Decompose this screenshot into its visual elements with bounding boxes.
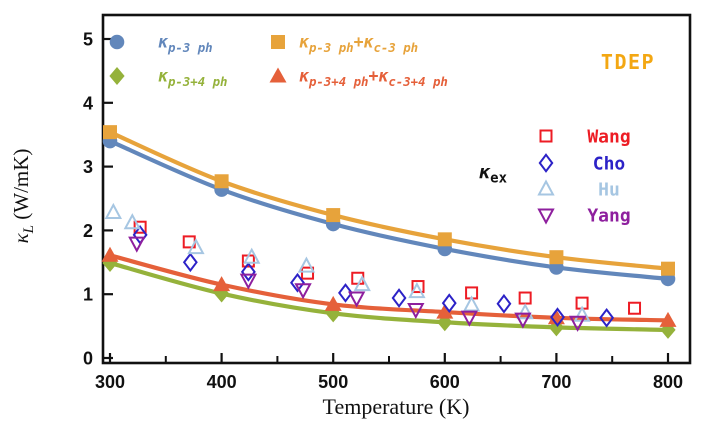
exp-point-cho bbox=[338, 283, 353, 303]
exp-point-cho bbox=[599, 307, 615, 328]
exp-point-yang bbox=[347, 291, 366, 308]
exp-point-yang bbox=[568, 315, 587, 332]
method-label: TDEP bbox=[601, 50, 655, 74]
exp-point-hu bbox=[123, 213, 141, 230]
exp-point-hu bbox=[243, 247, 261, 264]
tdep-marker-p-3+4ph bbox=[102, 253, 118, 272]
exp-point-cho bbox=[391, 288, 407, 308]
hu-triangle-up-open-icon bbox=[537, 179, 555, 196]
exp-group-label: κex bbox=[479, 161, 508, 187]
exp-point-hu bbox=[104, 202, 123, 220]
y-tick-label: 2 bbox=[83, 221, 93, 241]
y-tick-label: 1 bbox=[83, 285, 93, 305]
tdep-marker-p-3ph-plus-c-3ph bbox=[661, 261, 675, 276]
exp-point-cho bbox=[441, 293, 457, 313]
tdep-curve-p-3ph-plus-c-3ph bbox=[107, 130, 671, 271]
x-tick-label: 500 bbox=[318, 372, 348, 392]
y-tick-label: 3 bbox=[83, 157, 93, 177]
exp-point-wang bbox=[518, 291, 532, 305]
x-tick-label: 300 bbox=[95, 372, 125, 392]
tdep-legend-label-p-3ph-plus-c-3ph: κp-3 ph+κc-3 ph bbox=[299, 33, 418, 55]
exp-point-cho bbox=[496, 293, 512, 314]
tdep-curve-p-3+4ph bbox=[107, 260, 671, 333]
exp-point-yang bbox=[128, 236, 146, 253]
square-marker-icon bbox=[271, 35, 285, 49]
exp-legend-label-wang: Wang bbox=[587, 127, 630, 148]
y-axis-title: κL (W/mK) bbox=[9, 149, 37, 244]
tdep-legend-label-p-3+4ph-plus-c-3+4ph: κp-3+4 ph+κc-3+4 ph bbox=[299, 67, 448, 89]
x-tick-label: 600 bbox=[430, 372, 460, 392]
tdep-curve-p-3+4ph-plus-c-3+4ph bbox=[107, 253, 671, 323]
exp-point-wang bbox=[411, 280, 425, 294]
x-tick-label: 700 bbox=[541, 372, 571, 392]
exp-point-hu bbox=[408, 282, 426, 299]
x-axis-title: Temperature (K) bbox=[323, 394, 470, 419]
tdep-marker-p-3ph-plus-c-3ph bbox=[549, 250, 564, 265]
exp-point-yang bbox=[239, 273, 258, 290]
diamond-marker-icon bbox=[109, 67, 125, 85]
exp-point-hu bbox=[187, 238, 205, 255]
exp-point-yang bbox=[514, 312, 532, 329]
tdep-marker-p-3+4ph-plus-c-3+4ph bbox=[324, 295, 342, 311]
exp-point-hu bbox=[462, 295, 481, 312]
exp-point-wang bbox=[133, 220, 147, 234]
exp-legend-label-cho: Cho bbox=[593, 154, 626, 175]
exp-point-cho bbox=[240, 262, 256, 282]
exp-point-wang bbox=[301, 266, 315, 280]
exp-point-wang bbox=[628, 301, 642, 315]
circle-marker-icon bbox=[109, 34, 125, 50]
yang-triangle-down-open-icon bbox=[537, 208, 555, 225]
exp-point-yang bbox=[460, 310, 479, 327]
exp-point-yang bbox=[407, 303, 425, 320]
y-tick-label: 0 bbox=[83, 349, 93, 369]
tdep-marker-p-3+4ph-plus-c-3+4ph bbox=[101, 246, 119, 262]
plot-frame bbox=[101, 13, 692, 365]
y-tick-label: 5 bbox=[83, 30, 93, 50]
x-tick-label: 800 bbox=[653, 372, 683, 392]
exp-point-cho bbox=[550, 307, 565, 328]
exp-point-hu bbox=[353, 275, 371, 292]
exp-point-cho bbox=[290, 272, 305, 293]
tdep-curve-p-3ph bbox=[107, 138, 671, 281]
y-tick-label: 4 bbox=[83, 93, 93, 113]
exp-legend-label-yang: Yang bbox=[587, 206, 630, 227]
tdep-marker-p-3ph-plus-c-3ph bbox=[103, 125, 117, 140]
tdep-marker-p-3ph-plus-c-3ph bbox=[437, 232, 452, 247]
tdep-marker-p-3+4ph-plus-c-3+4ph bbox=[436, 303, 454, 319]
tdep-legend-label-p-3+4ph: κp-3+4 ph bbox=[158, 67, 227, 89]
tdep-marker-p-3+4ph-plus-c-3+4ph bbox=[659, 311, 677, 327]
tdep-marker-p-3+4ph-plus-c-3+4ph bbox=[213, 276, 231, 292]
exp-point-cho bbox=[182, 252, 198, 273]
wang-square-open-icon bbox=[539, 129, 553, 143]
x-tick-label: 400 bbox=[207, 372, 237, 392]
exp-point-hu bbox=[297, 256, 316, 273]
exp-legend-label-hu: Hu bbox=[598, 180, 620, 201]
tdep-marker-p-3ph-plus-c-3ph bbox=[326, 208, 341, 223]
tdep-marker-p-3ph-plus-c-3ph bbox=[214, 174, 229, 189]
cho-diamond-open-icon bbox=[538, 153, 554, 173]
exp-point-hu bbox=[516, 303, 534, 320]
exp-point-yang bbox=[294, 283, 312, 300]
triangle-up-marker-icon bbox=[269, 67, 287, 83]
tdep-legend-label-p-3ph: κp-3 ph bbox=[158, 33, 213, 55]
